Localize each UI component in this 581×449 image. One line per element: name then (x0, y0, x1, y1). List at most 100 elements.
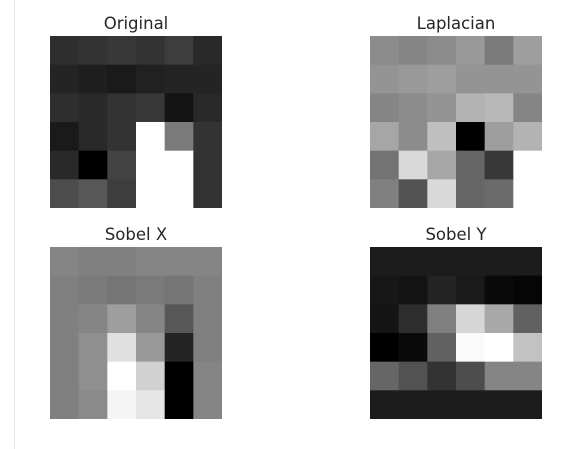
heatmap-cell-r2-c1 (78, 93, 108, 123)
heatmap-cell-r2-c0 (50, 93, 80, 123)
heatmap-cell-r5-c3 (136, 390, 166, 419)
heatmap-cell-r3-c2 (427, 122, 457, 152)
heatmap-sobel-x (50, 247, 222, 419)
heatmap-cell-r0-c2 (107, 36, 137, 66)
heatmap-panel-sobel-x: Sobel X (50, 223, 222, 419)
heatmap-cell-r2-c2 (427, 93, 457, 123)
heatmap-cell-r2-c4 (484, 93, 514, 123)
heatmap-cell-r4-c3 (136, 361, 166, 391)
heatmap-cell-r2-c1 (78, 304, 108, 334)
heatmap-cell-r2-c5 (193, 93, 222, 123)
heatmap-cell-r2-c4 (164, 93, 194, 123)
heatmap-cell-r2-c2 (107, 304, 137, 334)
heatmap-cell-r4-c2 (427, 150, 457, 180)
heatmap-cell-r4-c2 (427, 361, 457, 391)
heatmap-original (50, 36, 222, 208)
heatmap-cell-r0-c3 (456, 36, 486, 66)
heatmap-cell-r2-c3 (136, 93, 166, 123)
heatmap-cell-r4-c5 (513, 150, 542, 180)
heatmap-cell-r4-c1 (78, 150, 108, 180)
heatmap-cell-r1-c0 (50, 64, 80, 94)
heatmap-cell-r3-c4 (484, 333, 514, 363)
heatmap-cell-r2-c5 (513, 304, 542, 334)
chart-title-sobel-x: Sobel X (104, 225, 168, 244)
heatmap-cell-r5-c5 (193, 179, 222, 208)
heatmap-cell-r4-c0 (370, 361, 400, 391)
heatmap-cell-r3-c5 (513, 333, 542, 363)
heatmap-cell-r5-c1 (78, 390, 108, 419)
heatmap-cell-r0-c5 (193, 247, 222, 277)
heatmap-cell-r4-c1 (398, 150, 428, 180)
heatmap-cell-r0-c5 (513, 247, 542, 277)
cell-left-border (14, 0, 15, 449)
heatmap-cell-r3-c3 (136, 333, 166, 363)
heatmap-cell-r4-c3 (136, 150, 166, 180)
heatmap-cell-r5-c0 (370, 179, 400, 208)
heatmap-sobel-y (370, 247, 542, 419)
heatmap-cell-r3-c5 (193, 333, 222, 363)
heatmap-cell-r4-c5 (193, 150, 222, 180)
heatmap-cell-r5-c5 (513, 179, 542, 208)
heatmap-cell-r0-c5 (513, 36, 542, 66)
heatmap-cell-r5-c2 (427, 390, 457, 419)
chart-title-sobel-y: Sobel Y (425, 225, 487, 244)
heatmap-cell-r3-c5 (513, 122, 542, 152)
heatmap-cell-r1-c3 (136, 275, 166, 305)
heatmap-cell-r4-c1 (398, 361, 428, 391)
heatmap-cell-r0-c2 (427, 247, 457, 277)
heatmap-cell-r5-c1 (78, 179, 108, 208)
heatmap-cell-r3-c5 (193, 122, 222, 152)
heatmap-cell-r0-c3 (136, 36, 166, 66)
heatmap-cell-r1-c3 (136, 64, 166, 94)
heatmap-cell-r2-c4 (484, 304, 514, 334)
heatmap-cell-r3-c3 (456, 333, 486, 363)
heatmap-cell-r5-c3 (136, 179, 166, 208)
heatmap-cell-r2-c0 (370, 304, 400, 334)
heatmap-cell-r2-c3 (136, 304, 166, 334)
heatmap-cell-r3-c1 (398, 122, 428, 152)
heatmap-cell-r3-c2 (107, 122, 137, 152)
heatmap-cell-r1-c0 (50, 275, 80, 305)
heatmap-cell-r4-c3 (456, 361, 486, 391)
heatmap-cell-r1-c0 (370, 275, 400, 305)
heatmap-cell-r3-c0 (370, 333, 400, 363)
heatmap-cell-r1-c4 (164, 64, 194, 94)
heatmap-cell-r1-c1 (398, 275, 428, 305)
heatmap-cell-r4-c4 (164, 361, 194, 391)
heatmap-cell-r3-c3 (136, 122, 166, 152)
heatmap-panel-laplacian: Laplacian (370, 12, 542, 208)
heatmap-cell-r0-c4 (164, 36, 194, 66)
heatmap-cell-r5-c2 (107, 179, 137, 208)
heatmap-cell-r5-c0 (50, 390, 80, 419)
heatmap-cell-r5-c0 (370, 390, 400, 419)
heatmap-cell-r2-c3 (456, 304, 486, 334)
heatmap-cell-r2-c2 (427, 304, 457, 334)
heatmap-cell-r0-c0 (370, 36, 400, 66)
heatmap-cell-r0-c0 (370, 247, 400, 277)
heatmap-cell-r4-c4 (484, 361, 514, 391)
heatmap-cell-r5-c4 (484, 390, 514, 419)
heatmap-cell-r1-c1 (78, 275, 108, 305)
heatmap-cell-r3-c1 (78, 122, 108, 152)
heatmap-cell-r0-c5 (193, 36, 222, 66)
heatmap-cell-r3-c0 (370, 122, 400, 152)
heatmap-cell-r1-c5 (193, 64, 222, 94)
heatmap-cell-r0-c4 (484, 36, 514, 66)
heatmap-cell-r2-c4 (164, 304, 194, 334)
heatmap-cell-r3-c2 (427, 333, 457, 363)
heatmap-cell-r0-c3 (136, 247, 166, 277)
heatmap-cell-r5-c2 (427, 179, 457, 208)
heatmap-cell-r5-c0 (50, 179, 80, 208)
heatmap-cell-r4-c4 (164, 150, 194, 180)
heatmap-cell-r1-c3 (456, 64, 486, 94)
heatmap-cell-r4-c2 (107, 150, 137, 180)
heatmap-cell-r1-c5 (513, 64, 542, 94)
heatmap-cell-r3-c0 (50, 333, 80, 363)
heatmap-panel-original: Original (50, 12, 222, 208)
heatmap-cell-r4-c2 (107, 361, 137, 391)
heatmap-cell-r0-c2 (427, 36, 457, 66)
heatmap-cell-r4-c4 (484, 150, 514, 180)
heatmap-cell-r2-c0 (370, 93, 400, 123)
heatmap-cell-r3-c4 (484, 122, 514, 152)
heatmap-cell-r5-c3 (456, 390, 486, 419)
